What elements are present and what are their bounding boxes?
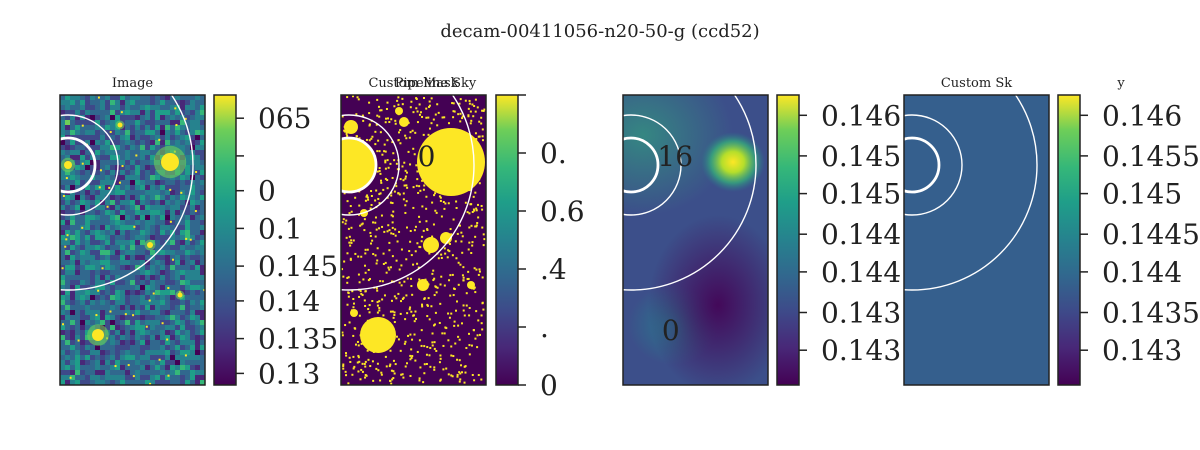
colorbar-tick-label: 0.146 xyxy=(1102,99,1182,132)
overlay-label-2: 0 xyxy=(662,314,680,347)
aperture-ring-3 xyxy=(60,95,194,291)
panel-title-right: y xyxy=(1116,76,1125,91)
panel-frame xyxy=(340,94,487,386)
colorbar-tick-label: 0.143 xyxy=(1102,334,1182,367)
overlay-label-1: 16 xyxy=(657,140,693,173)
colorbar-tick-label: 0.1435 xyxy=(1102,297,1200,330)
colorbar-tick-label: 0. xyxy=(540,137,567,170)
panel-title: Custom Mask xyxy=(368,76,458,91)
colorbar-tick-label: 0.1455 xyxy=(821,140,919,173)
colorbar-tick-label: 0.145 xyxy=(258,250,338,283)
panel-frame xyxy=(59,94,206,386)
panel-title: Image xyxy=(112,76,154,91)
source-4 xyxy=(147,242,153,248)
mask-blob-1 xyxy=(417,128,485,196)
colorbar-tick-label: 0.6 xyxy=(540,195,585,228)
heatmap-image xyxy=(904,95,1049,385)
colorbar-frame xyxy=(495,94,519,386)
mask-blob-2 xyxy=(341,139,375,191)
colorbar: 0.146 0.1455 0.145 0.1445 0.144 0.1435 0.143 xyxy=(1057,94,1200,386)
heatmap-image xyxy=(623,95,768,385)
aperture-ring-1 xyxy=(904,136,941,194)
colorbar-tick-label: . xyxy=(540,311,549,344)
colorbar-tick-label: 0.146 xyxy=(821,99,901,132)
source-3 xyxy=(64,161,72,169)
panel-3: 1600.1460.14550.1450.14450.1440.14350.14… xyxy=(622,94,919,386)
colorbar-tick-label: 0.1445 xyxy=(1102,218,1200,251)
colorbar-frame xyxy=(1057,94,1081,386)
colorbar-gradient xyxy=(777,95,799,385)
panel-frame xyxy=(622,94,769,386)
aperture-ring-2 xyxy=(623,114,682,216)
colorbar-tick-label: 0.145 xyxy=(1102,178,1182,211)
heatmap-image xyxy=(341,95,486,385)
aperture-ring-2 xyxy=(341,114,400,216)
mask-blob-3 xyxy=(360,317,396,353)
source-6 xyxy=(117,122,123,128)
aperture-ring-1 xyxy=(623,136,660,194)
colorbar-frame xyxy=(213,94,237,386)
mask-blob-11 xyxy=(350,309,358,317)
colorbar-tick-label: 065 xyxy=(258,102,311,135)
colorbar-tick-label: .4 xyxy=(540,253,567,286)
colorbar-gradient xyxy=(214,95,236,385)
colorbar-gradient xyxy=(496,95,518,385)
aperture-ring-3 xyxy=(341,95,475,291)
figure-title: decam-00411056-n20-50-g (ccd52) xyxy=(440,21,759,42)
colorbar-tick-label: 0 xyxy=(258,175,276,208)
colorbar-tick-label: 0.145 xyxy=(821,178,901,211)
heatmap-image xyxy=(60,95,205,385)
mask-blob-4 xyxy=(423,237,439,253)
colorbar-tick-label: 0.1 xyxy=(258,212,303,245)
colorbar-tick-label: 0.1435 xyxy=(821,297,919,330)
mask-blob-12 xyxy=(395,107,403,115)
colorbar-tick-label: 0.144 xyxy=(1102,256,1182,289)
colorbar-tick-label: 0.1455 xyxy=(1102,140,1200,173)
colorbar: 0.146 0.1455 0.145 0.1445 0.144 0.1435 0.143 xyxy=(776,94,919,386)
aperture-ring-1 xyxy=(341,136,378,194)
colorbar-tick-label: 0.13 xyxy=(258,357,320,390)
colorbar-tick-label: 0.1445 xyxy=(821,218,919,251)
panel-4: Custom Sk y0.1460.14550.1450.14450.1440.1… xyxy=(903,76,1200,386)
aperture-ring-3 xyxy=(623,95,757,291)
colorbar-tick-label: 0 xyxy=(540,369,558,402)
mask-blob-5 xyxy=(344,120,358,134)
colorbar: 0. 0.6 .4. 0 xyxy=(495,94,585,402)
aperture-ring-2 xyxy=(904,114,963,216)
colorbar-tick-label: 0.14 xyxy=(258,285,320,318)
colorbar-tick-label: 0.143 xyxy=(821,334,901,367)
mask-blob-10 xyxy=(467,281,475,289)
aperture-ring-3 xyxy=(904,95,1038,291)
colorbar-gradient xyxy=(1058,95,1080,385)
aperture-ring-1 xyxy=(60,136,97,194)
overlay-label-1: 0 xyxy=(418,140,436,173)
mask-blob-7 xyxy=(399,117,409,127)
source-1 xyxy=(161,153,179,171)
panel-title-overlap: Pipeline Sky xyxy=(395,76,477,91)
panel-frame xyxy=(903,94,1050,386)
panel-title: Custom Sk xyxy=(941,76,1012,91)
mask-blob-8 xyxy=(417,279,429,291)
source-2 xyxy=(92,329,104,341)
source-5 xyxy=(177,292,183,298)
colorbar-tick-label: 0.144 xyxy=(821,256,901,289)
colorbar-frame xyxy=(776,94,800,386)
colorbar-tick-label: 0.135 xyxy=(258,323,338,356)
aperture-ring-2 xyxy=(60,114,119,216)
